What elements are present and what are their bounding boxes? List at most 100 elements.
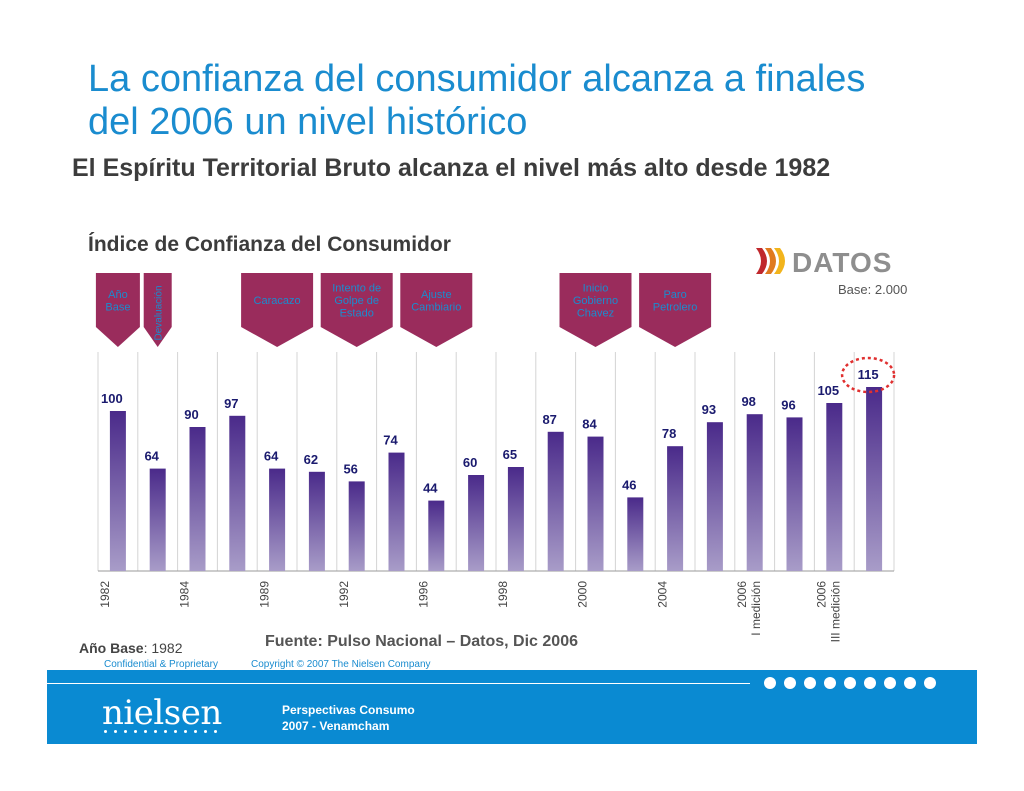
tick-label: 1998 xyxy=(496,581,510,608)
footer-dot xyxy=(904,677,916,689)
value-label: 100 xyxy=(101,391,123,406)
bar xyxy=(388,452,405,571)
footer-dot xyxy=(824,677,836,689)
event-label: Ajuste xyxy=(421,289,452,301)
tick-label-text: 1992 xyxy=(337,581,351,608)
tick-label: 1989 xyxy=(257,581,271,608)
x-axis-ticks: 1982 1984 1989 1992 1996 1998 2000 2004 2006 I me… xyxy=(98,581,842,643)
footer-band-line xyxy=(47,683,750,684)
footer-band xyxy=(47,670,977,744)
slide-subtitle: El Espíritu Territorial Bruto alcanza el… xyxy=(72,154,831,182)
nielsen-logo-dots xyxy=(104,730,217,733)
slide-title: La confianza del consumidor alcanza a fi… xyxy=(88,58,988,144)
nielsen-logo: nielsen xyxy=(102,693,222,733)
event-banner-shape xyxy=(241,273,314,347)
bar xyxy=(428,500,445,571)
bar xyxy=(866,387,883,571)
tick-label-text: 2006 xyxy=(814,581,828,608)
value-label: 115 xyxy=(858,367,879,382)
tick-label: 2006 III medición xyxy=(814,581,842,643)
bar xyxy=(547,431,564,571)
bar xyxy=(587,436,604,571)
value-label: 98 xyxy=(741,394,755,409)
value-label: 84 xyxy=(582,417,597,432)
event-banner-shape xyxy=(95,273,140,347)
event-banner: Caracazo xyxy=(241,273,314,347)
footer-dots xyxy=(764,677,936,689)
event-banner-shape xyxy=(320,273,393,347)
chart-bars xyxy=(109,387,883,571)
event-label: Intento de xyxy=(332,283,381,295)
event-label: Estado xyxy=(340,308,374,320)
event-banner-shape xyxy=(400,273,473,347)
slide-title-line-2: del 2006 un nivel histórico xyxy=(88,101,528,143)
datos-logo-mark-1 xyxy=(756,248,767,274)
event-label: Caracazo xyxy=(254,295,301,307)
chart-grid xyxy=(97,352,895,572)
tick-label-text-2: III medición xyxy=(828,581,842,642)
tick-label: 1984 xyxy=(178,581,192,608)
datos-logo-mark-2 xyxy=(765,248,776,274)
event-label: Chavez xyxy=(577,308,614,320)
bar xyxy=(308,471,325,571)
tick-label-text: 1996 xyxy=(416,581,430,608)
bar xyxy=(109,411,126,571)
value-label: 44 xyxy=(423,481,438,496)
footer-dot xyxy=(784,677,796,689)
value-label: 60 xyxy=(463,455,477,470)
value-label: 62 xyxy=(304,452,318,467)
tick-label-text: 2000 xyxy=(576,581,590,608)
presentation-info-line-1: Perspectivas Consumo xyxy=(282,703,415,717)
base-year-label: Año Base xyxy=(79,640,144,656)
event-label: Petrolero xyxy=(653,301,698,313)
footer-dot xyxy=(764,677,776,689)
tick-label-text: 2006 xyxy=(735,581,749,608)
value-label: 90 xyxy=(184,407,198,422)
bar xyxy=(706,422,723,571)
highlight-circle xyxy=(840,356,896,394)
bar xyxy=(627,497,644,571)
bar xyxy=(468,475,485,571)
datos-logo-mark-3 xyxy=(774,248,785,274)
event-banner-shape xyxy=(559,273,632,347)
tick-label: 1996 xyxy=(416,581,430,608)
bar xyxy=(786,417,803,571)
chart-title: Índice de Confianza del Consumidor xyxy=(88,233,451,256)
event-label: Base xyxy=(105,301,130,313)
value-label: 93 xyxy=(702,402,716,417)
bar xyxy=(269,468,286,571)
value-label: 105 xyxy=(817,383,839,398)
event-label: Año xyxy=(108,289,128,301)
tick-label-text: 1982 xyxy=(98,581,112,608)
tick-label-text: 1984 xyxy=(178,581,192,608)
tick-label: 2000 xyxy=(576,581,590,608)
event-label: Golpe de xyxy=(334,295,379,307)
value-labels: 100 64 90 97 64 62 56 74 44 60 65 87 84 46 78 93 98 96 105… xyxy=(101,367,879,496)
value-label: 65 xyxy=(503,447,517,462)
event-label: Inicio xyxy=(583,283,609,295)
copyright-note: Copyright © 2007 The Nielsen Company xyxy=(251,659,431,670)
event-label: Devaluación xyxy=(154,285,165,340)
bar xyxy=(826,403,843,571)
event-banner-shape xyxy=(143,273,172,347)
tick-label: 2006 I medición xyxy=(735,581,763,636)
confidential-note: Confidential & Proprietary xyxy=(104,659,218,670)
presentation-info-line-2: 2007 - Venamcham xyxy=(282,719,390,733)
bar xyxy=(746,414,763,571)
value-label: 78 xyxy=(662,426,676,441)
value-label: 56 xyxy=(343,461,357,476)
tick-label-text: 1989 xyxy=(257,581,271,608)
bar xyxy=(667,446,684,571)
event-label: Paro xyxy=(663,289,686,301)
datos-logo: DATOS xyxy=(756,247,891,278)
value-label: 46 xyxy=(622,477,636,492)
tick-label-text: 2004 xyxy=(655,581,669,608)
value-label: 64 xyxy=(144,449,159,464)
footer-dot xyxy=(884,677,896,689)
footer-dot xyxy=(844,677,856,689)
